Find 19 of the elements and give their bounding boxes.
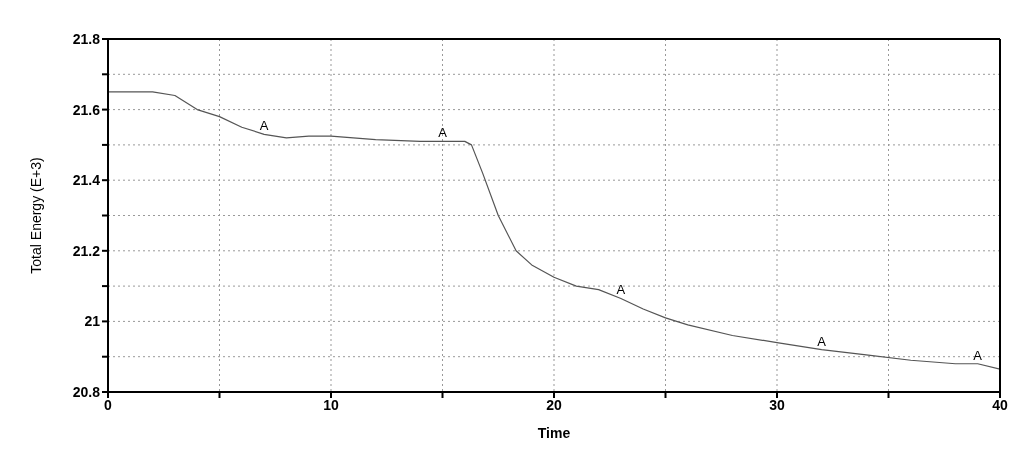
annotation: A bbox=[616, 282, 626, 298]
y-tick-label: 21.4 bbox=[72, 172, 101, 189]
y-tick-label: 21.6 bbox=[72, 101, 101, 118]
x-tick-label: 40 bbox=[992, 396, 1008, 413]
annotation: A bbox=[973, 347, 983, 363]
x-tick-label: 0 bbox=[104, 396, 113, 413]
line-series bbox=[108, 91, 1000, 370]
x-tick-label: 30 bbox=[769, 396, 785, 413]
x-tick-label: 10 bbox=[323, 396, 339, 413]
y-axis-title: Total Energy (E+3) bbox=[27, 157, 44, 274]
y-tick-label: 21 bbox=[84, 313, 101, 330]
y-tick-label: 21.2 bbox=[72, 242, 101, 259]
x-axis-title: Time bbox=[537, 425, 571, 441]
x-tick-label: 20 bbox=[546, 396, 562, 413]
y-tick-label: 21.8 bbox=[72, 30, 101, 47]
annotation: A bbox=[259, 118, 269, 134]
y-tick-label: 20.8 bbox=[72, 383, 101, 400]
annotation: A bbox=[817, 333, 827, 349]
annotation: A bbox=[438, 125, 448, 141]
